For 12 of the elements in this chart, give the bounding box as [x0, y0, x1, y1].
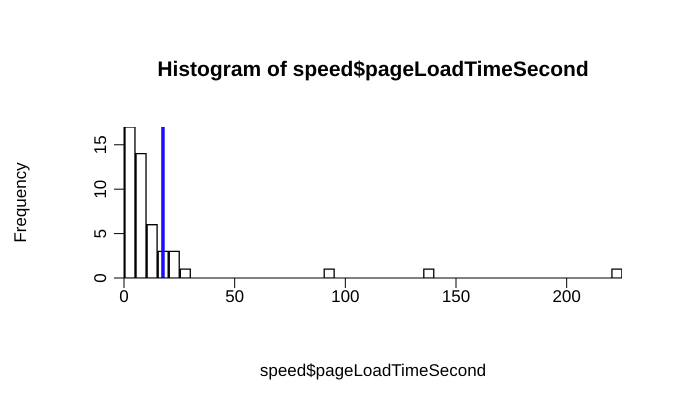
y-tick-label: 15 — [91, 135, 110, 154]
y-axis-title: Frequency — [11, 162, 30, 243]
y-tick-label: 5 — [91, 228, 110, 238]
chart-title: Histogram of speed$pageLoadTimeSecond — [156, 58, 590, 82]
x-tick-label: 200 — [552, 287, 581, 306]
x-axis-title: speed$pageLoadTimeSecond — [260, 361, 486, 380]
y-tick-label: 10 — [91, 180, 110, 199]
y-tick-label: 0 — [91, 273, 110, 283]
x-tick-label: 100 — [331, 287, 360, 306]
x-tick-label: 0 — [119, 287, 129, 306]
x-tick-label: 150 — [442, 287, 470, 306]
x-tick-label: 50 — [225, 287, 244, 306]
